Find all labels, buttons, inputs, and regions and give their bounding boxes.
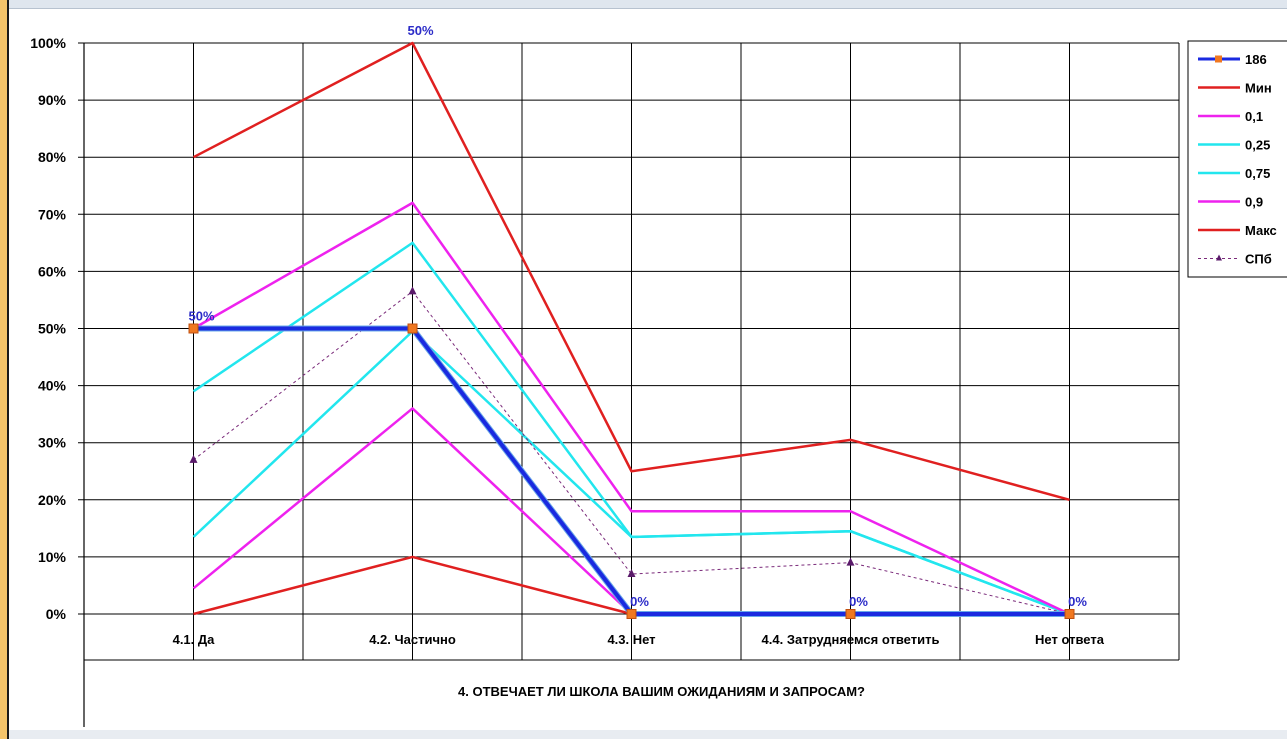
series-point-marker xyxy=(846,557,855,566)
y-tick-label: 50% xyxy=(38,321,67,337)
data-label: 0% xyxy=(630,594,649,609)
legend-item: Макс xyxy=(1198,223,1277,238)
y-tick-label: 90% xyxy=(38,92,67,108)
x-axis-title: 4. ОТВЕЧАЕТ ЛИ ШКОЛА ВАШИМ ОЖИДАНИЯМ И З… xyxy=(458,684,865,699)
y-tick-label: 80% xyxy=(38,149,67,165)
legend-item: Мин xyxy=(1198,81,1272,96)
y-tick-label: 20% xyxy=(38,492,67,508)
y-tick-label: 100% xyxy=(30,35,66,51)
legend-item: 0,9 xyxy=(1198,195,1263,210)
y-axis-ticks: 0% 10% 20% 30% 40% 50% 60% 70% 80% 90% 100% xyxy=(30,35,66,622)
legend-label: 0,75 xyxy=(1245,166,1270,181)
series-point-marker xyxy=(845,609,856,619)
data-label: 0% xyxy=(1068,594,1087,609)
legend-label: 0,25 xyxy=(1245,138,1270,153)
x-category-label: 4.1. Да xyxy=(173,632,216,647)
x-axis-categories: 4.1. Да 4.2. Частично 4.3. Нет 4.4. Затрудн… xyxy=(173,632,1105,647)
grid-lines xyxy=(78,42,1180,660)
x-category-label: Нет ответа xyxy=(1035,632,1105,647)
data-label: 0% xyxy=(849,594,868,609)
y-tick-label: 0% xyxy=(46,606,67,622)
series-point-marker xyxy=(407,323,418,334)
y-tick-label: 60% xyxy=(38,263,67,279)
x-category-label: 4.4. Затрудняемся ответить xyxy=(762,632,940,647)
data-label: 50% xyxy=(188,309,214,324)
series-point-marker xyxy=(189,454,198,463)
series-line xyxy=(192,241,1070,616)
x-category-label: 4.2. Частично xyxy=(369,632,456,647)
series-0,9 xyxy=(192,201,1071,616)
series-group xyxy=(188,41,1075,619)
spreadsheet-header-strip xyxy=(9,0,1287,9)
y-tick-label: 30% xyxy=(38,435,67,451)
sheet-bottom-strip xyxy=(9,730,1287,739)
data-labels: 50% 50% 0% 0% 0% xyxy=(188,23,1087,609)
legend-label: Мин xyxy=(1245,81,1272,96)
y-tick-label: 10% xyxy=(38,549,67,565)
legend-label: 186 xyxy=(1245,52,1267,67)
series-point-marker xyxy=(1064,609,1075,619)
legend-item: СПб xyxy=(1198,252,1272,267)
legend-label: Макс xyxy=(1245,223,1277,238)
legend-box xyxy=(1187,40,1287,278)
series-186 xyxy=(188,323,1075,619)
legend-item: 0,25 xyxy=(1198,138,1270,153)
legend-item: 186 xyxy=(1198,52,1267,67)
series-line xyxy=(192,201,1071,616)
legend-label: 0,9 xyxy=(1245,195,1263,210)
series-point-marker xyxy=(188,323,199,334)
series-point-marker xyxy=(626,609,637,619)
y-tick-label: 70% xyxy=(38,206,67,222)
legend-item: 0,1 xyxy=(1198,109,1263,124)
legend-item: 0,75 xyxy=(1198,166,1270,181)
legend-label: СПб xyxy=(1245,252,1272,267)
legend-swatch-marker xyxy=(1215,55,1222,63)
series-0,75 xyxy=(192,241,1070,616)
series-line xyxy=(192,41,1070,502)
series-Макс xyxy=(192,41,1070,502)
data-label: 50% xyxy=(407,23,433,38)
legend: 186 Мин 0,1 0,25 0,75 0,9 Макс СПб xyxy=(1187,40,1287,278)
sheet-left-gutter xyxy=(0,0,9,739)
series-point-marker xyxy=(627,569,636,578)
legend-label: 0,1 xyxy=(1245,109,1263,124)
legend-swatch-marker xyxy=(1216,254,1222,261)
x-category-label: 4.3. Нет xyxy=(607,632,655,647)
series-point-marker xyxy=(408,286,417,295)
y-tick-label: 40% xyxy=(38,378,67,394)
